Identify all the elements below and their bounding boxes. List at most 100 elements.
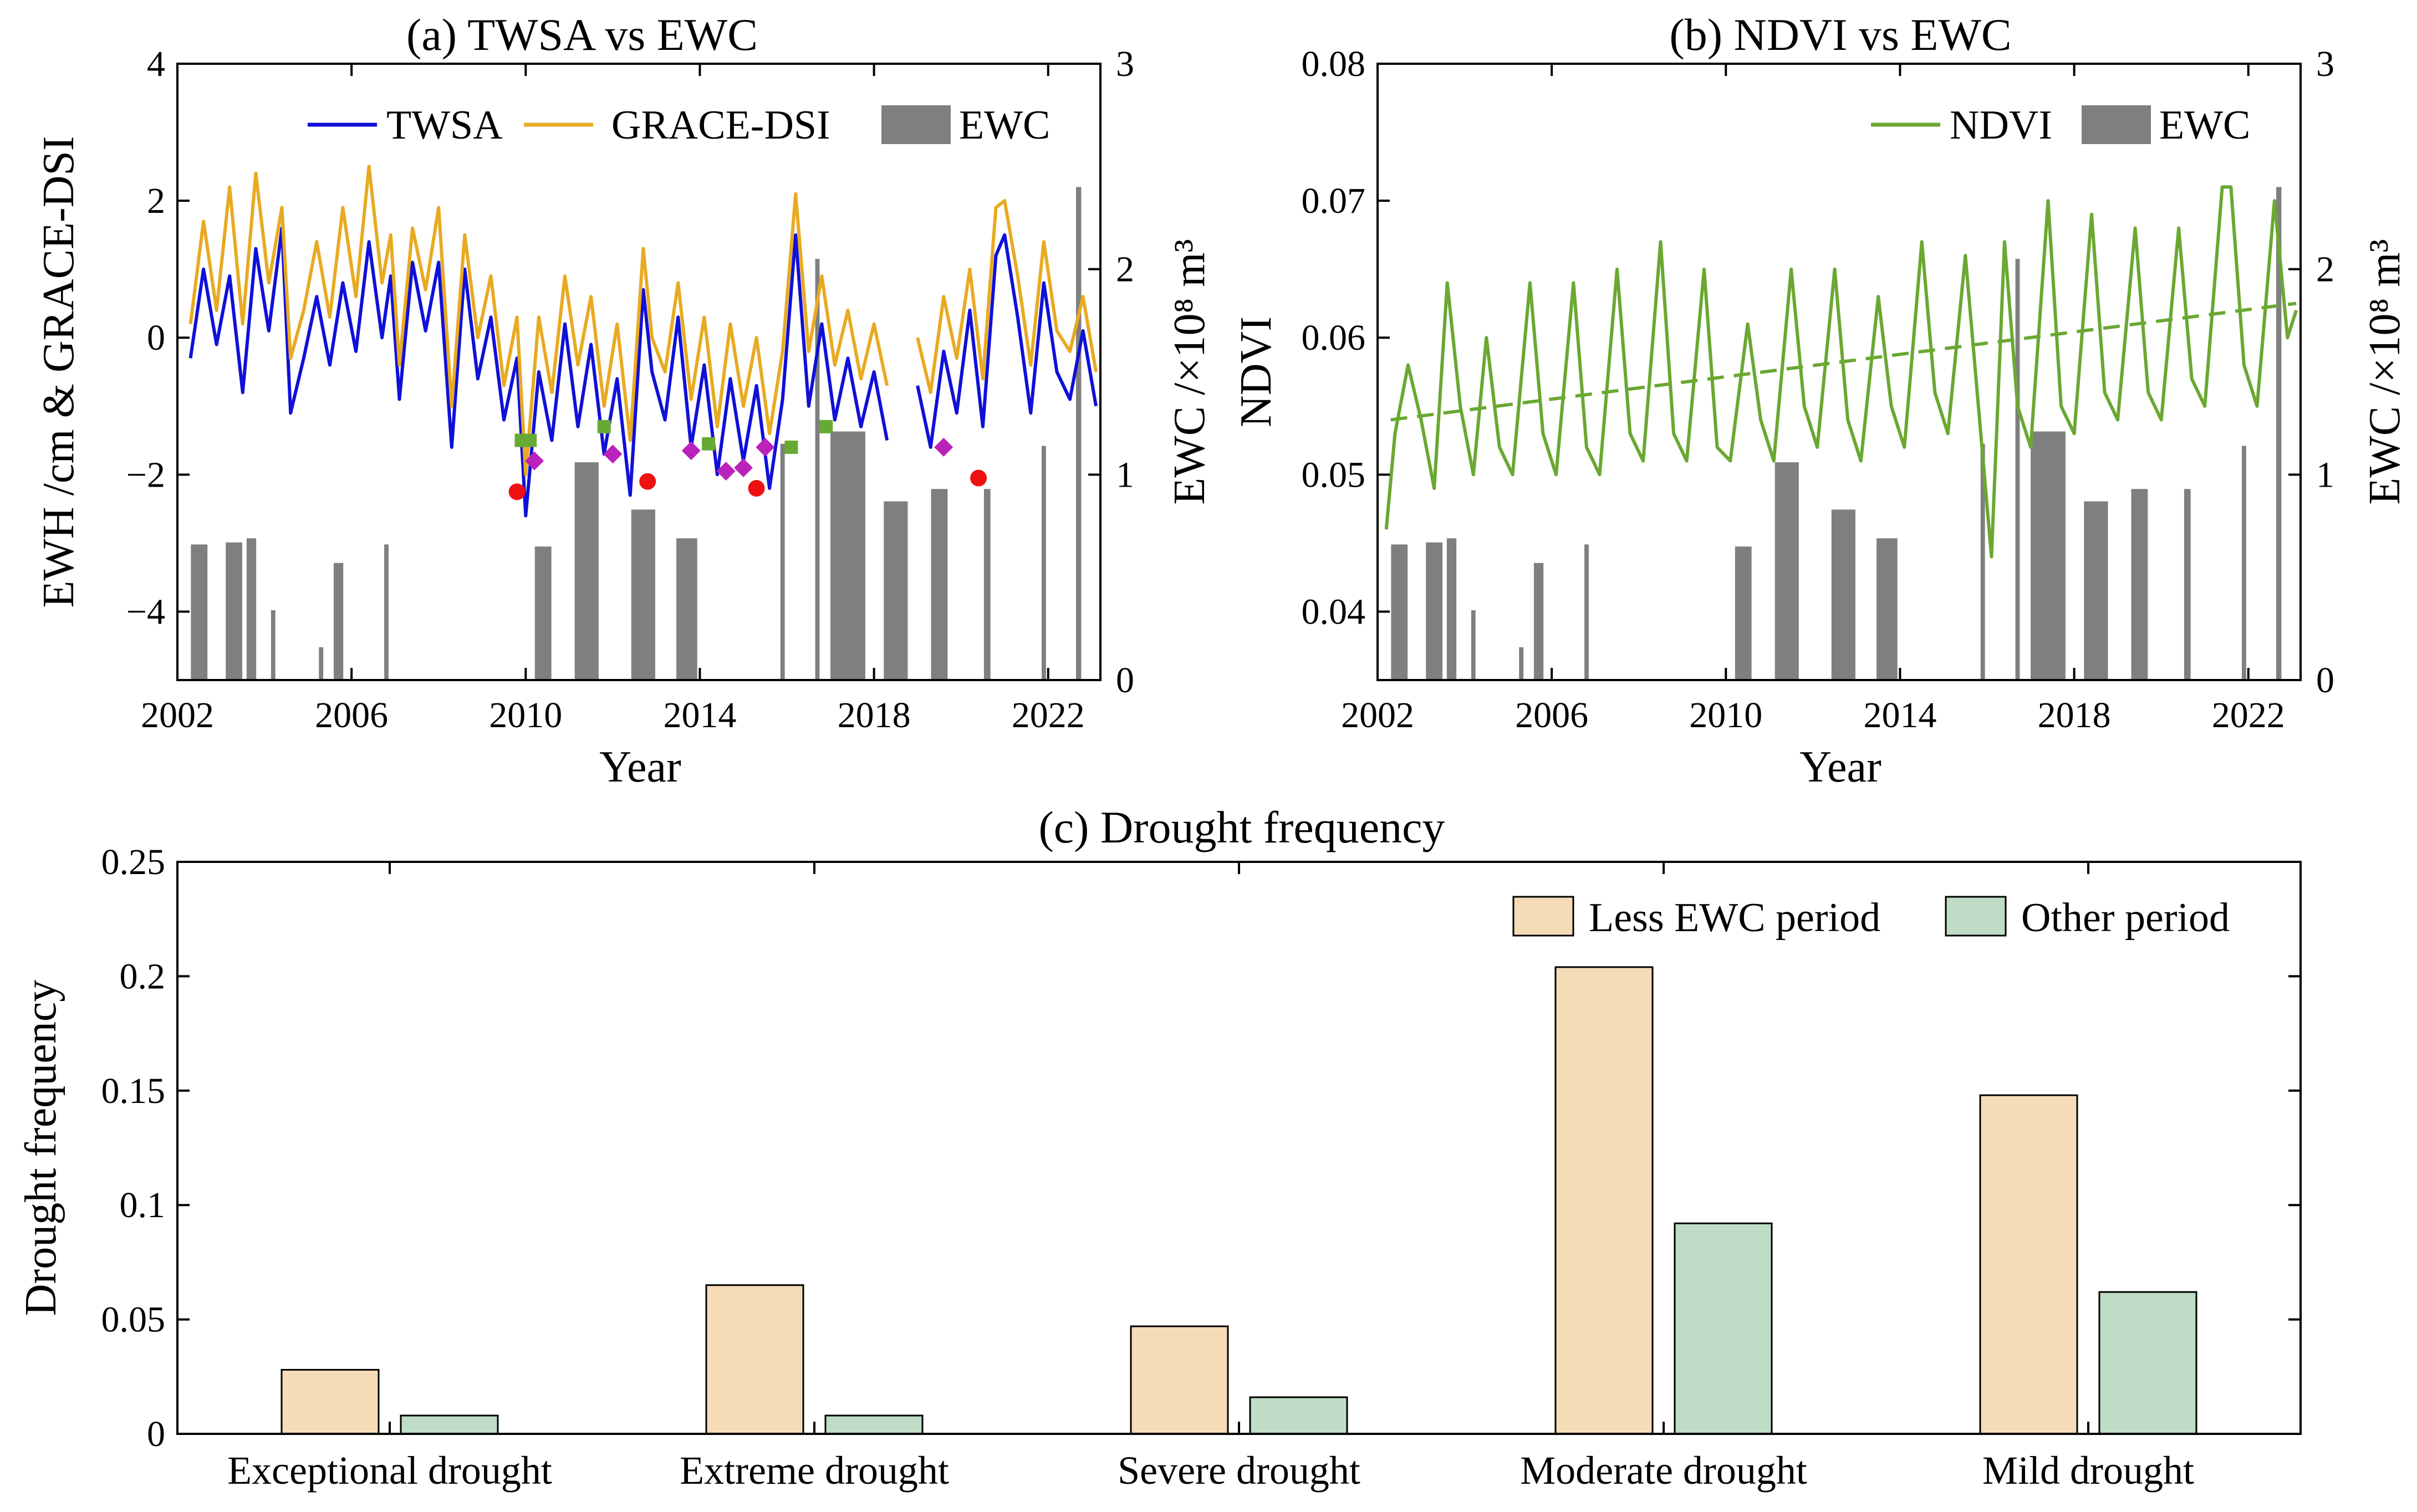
b-xtick-label: 2002	[1341, 695, 1414, 735]
panel-a-twsa-vs-ewc: (a) TWSA vs EWC 2002 2006 2010 2014 2018 2022…	[34, 9, 1214, 791]
c-category-label: Severe drought	[1118, 1448, 1360, 1493]
a-ewc-bar	[884, 501, 908, 680]
panel-a-xlabel: Year	[599, 743, 681, 791]
b-ewc-bar	[1735, 546, 1752, 680]
a-ytick-label: 2	[147, 181, 165, 221]
panel-b-ndvi-vs-ewc: (b) NDVI vs EWC 2002 2006 2010 2014 2018 2022…	[1232, 9, 2409, 791]
panel-a-lines	[188, 165, 1098, 518]
a-ewc-bar	[931, 489, 948, 680]
panel-a-drought-markers	[508, 420, 987, 500]
legend-label-less-ewc: Less EWC period	[1589, 895, 1880, 941]
b-xtick-label: 2018	[2038, 695, 2111, 735]
b-ewc-bar	[1584, 544, 1589, 680]
b-ewc-bar	[1877, 538, 1898, 680]
c-bar-other	[2098, 1291, 2197, 1435]
c-category-label: Exceptional drought	[227, 1448, 552, 1493]
b-xtick-label: 2006	[1515, 695, 1588, 735]
panel-a-axes-frame	[176, 63, 1102, 681]
panel-a-ewc-bars	[191, 187, 1082, 681]
c-ytick-label: 0.1	[120, 1185, 166, 1225]
a-ytick-label: 0	[147, 318, 165, 358]
b-y2tick-label: 1	[2316, 454, 2334, 495]
a-severe-drought-marker	[819, 420, 833, 433]
c-bar-less-ewc	[705, 1284, 804, 1435]
panel-c-legend: Less EWC period Other period	[1512, 895, 2230, 941]
b-y2tick-label: 0	[2316, 660, 2334, 701]
a-severe-drought-marker	[597, 420, 611, 433]
c-category-label: Mild drought	[1982, 1448, 2194, 1493]
a-y2tick-label: 1	[1116, 454, 1134, 495]
b-ewc-bar	[2015, 259, 2020, 681]
a-ytick-label: 4	[147, 44, 165, 84]
b-ewc-bar	[2241, 446, 2246, 680]
a-ewc-bar	[226, 542, 243, 680]
legend-label-twsa: TWSA	[386, 103, 503, 148]
a-extreme-drought-marker	[603, 445, 623, 464]
a-y2tick-label: 3	[1116, 44, 1134, 84]
panel-b-ticks: 2002 2006 2010 2014 2018 2022 0.04 0.05 0.06 0.07…	[1302, 44, 2335, 735]
panel-b-lines	[1384, 185, 2298, 559]
c-ytick-label: 0	[147, 1414, 165, 1454]
c-ytick-label: 0.25	[101, 842, 166, 882]
a-ewc-bar	[1076, 187, 1082, 680]
a-xtick-label: 2010	[489, 695, 562, 735]
b-xtick-label: 2014	[1863, 695, 1936, 735]
c-bar-less-ewc	[1979, 1094, 2078, 1435]
c-bar-other	[824, 1414, 924, 1435]
b-ytick-label: 0.06	[1302, 318, 1366, 358]
panel-c-ylabel: Drought frequency	[17, 980, 65, 1316]
a-extreme-drought-marker	[525, 451, 544, 471]
a-ewc-bar	[191, 544, 208, 680]
panel-c-bars	[281, 966, 2197, 1435]
legend-swatch-ewc	[881, 105, 951, 144]
a-severe-drought-marker	[784, 440, 798, 454]
a-ewc-bar	[631, 509, 655, 680]
c-ytick-label: 0.2	[120, 956, 166, 997]
a-xtick-label: 2006	[315, 695, 388, 735]
a-ewc-bar	[983, 489, 991, 680]
panel-c-ticks: Exceptional drought Extreme drought Severe…	[101, 842, 2301, 1493]
b-ytick-label: 0.05	[1302, 454, 1366, 495]
b-y2tick-label: 2	[2316, 249, 2334, 290]
c-bar-other	[1249, 1396, 1348, 1435]
a-xtick-label: 2002	[141, 695, 214, 735]
panel-c-drought-frequency: (c) Drought frequency Exceptional drough…	[17, 802, 2302, 1493]
a-ewc-bar	[830, 431, 865, 680]
c-bar-other	[400, 1414, 499, 1435]
b-ewc-bar	[2131, 489, 2148, 680]
panel-b-title: (b) NDVI vs EWC	[1669, 9, 2011, 60]
panel-b-legend: NDVI EWC	[1871, 103, 2250, 148]
a-severe-drought-marker	[702, 437, 716, 451]
a-ewc-bar	[574, 462, 599, 680]
b-ewc-bar	[2184, 489, 2191, 680]
panel-b-ylabel: NDVI	[1232, 316, 1281, 427]
a-extreme-drought-marker	[733, 458, 753, 477]
a-ytick-label: −4	[126, 591, 165, 632]
a-ewc-bar	[780, 443, 785, 680]
b-ewc-bar	[1980, 443, 1985, 680]
b-ytick-label: 0.07	[1302, 181, 1366, 221]
panel-a-ylabel: EWH /cm & GRACE-DSI	[34, 136, 83, 607]
b-xtick-label: 2022	[2212, 695, 2285, 735]
panel-a-ticks: 2002 2006 2010 2014 2018 2022 −4 −2 0 2 4 0 1 2 3	[126, 44, 1134, 735]
panel-c-title: (c) Drought frequency	[1038, 802, 1445, 852]
a-extreme-drought-marker	[934, 437, 953, 457]
panel-a-legend: TWSA GRACE-DSI EWC	[308, 103, 1050, 148]
b-ewc-bar	[2084, 501, 2108, 680]
a-extreme-drought-marker	[716, 462, 736, 481]
legend-label-ndvi: NDVI	[1950, 103, 2052, 148]
a-ewc-bar	[384, 544, 389, 680]
b-ewc-bar	[1533, 563, 1544, 680]
b-ewc-bar	[1446, 538, 1457, 680]
c-bar-less-ewc	[1130, 1325, 1229, 1435]
b-ytick-label: 0.04	[1302, 591, 1366, 632]
a-ewc-bar	[1041, 446, 1046, 680]
panel-b-xlabel: Year	[1799, 743, 1881, 791]
b-ewc-bar	[1774, 462, 1799, 680]
a-ewc-bar	[246, 538, 257, 680]
a-ewc-bar	[271, 610, 276, 680]
a-xtick-label: 2022	[1012, 695, 1085, 735]
b-ewc-bar	[2276, 187, 2282, 680]
c-category-label: Extreme drought	[680, 1448, 949, 1493]
b-ewc-bar	[1519, 647, 1524, 680]
